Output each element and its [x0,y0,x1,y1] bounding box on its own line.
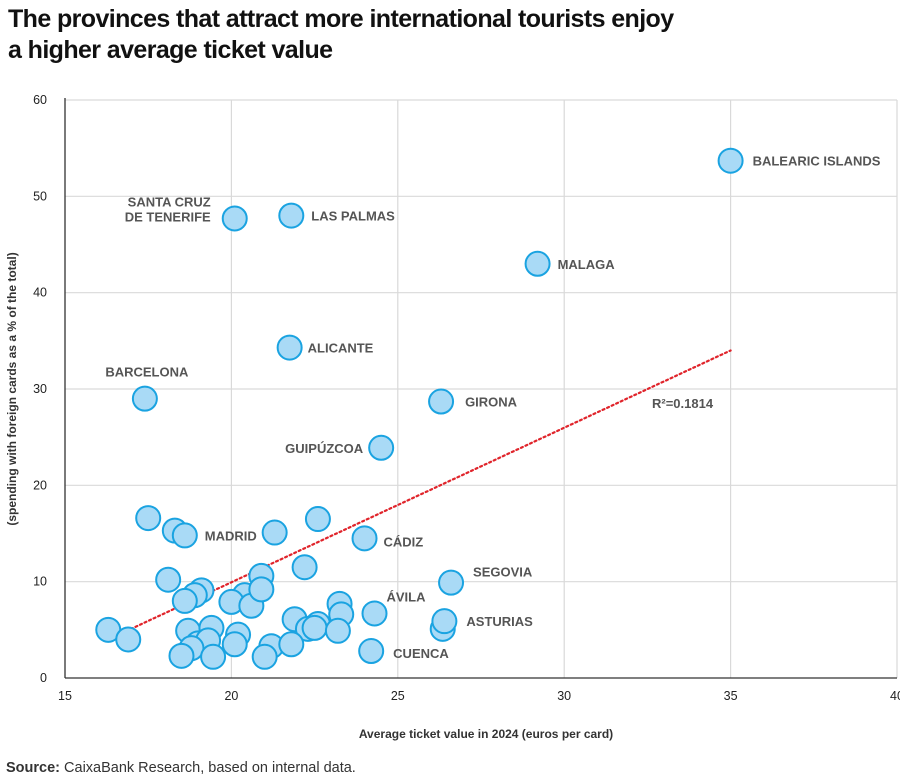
label-cuenca: CUENCA [393,646,449,661]
data-points [95,147,744,670]
r-squared-annotation: R²=0.1814 [652,396,714,411]
data-point [301,614,328,641]
x-tick-label: 35 [724,689,738,703]
tick-labels: 15 20 25 30 35 40 0 10 20 30 40 50 60 [33,93,900,703]
data-point [304,506,331,533]
scatter-chart: 15 20 25 30 35 40 0 10 20 30 40 50 60 R²=0.1814 BALE… [5,93,900,741]
data-point-alicante [276,334,303,361]
source-text: CaixaBank Research, based on internal da… [60,760,356,776]
data-point-guipúzcoa [368,434,395,461]
data-point [291,554,318,581]
y-tick-label: 0 [40,671,47,685]
label-line: DE TENERIFE [125,209,211,224]
y-tick-label: 40 [33,286,47,300]
y-tick-label: 10 [33,575,47,589]
data-point-malaga [524,250,551,277]
data-point [200,643,227,670]
label-line: SANTA CRUZ [128,194,211,209]
label-barcelona: BARCELONA [105,365,189,380]
source-note: Source: CaixaBank Research, based on int… [6,760,356,776]
data-point [248,576,275,603]
x-axis-label: Average ticket value in 2024 (euros per … [359,727,613,741]
data-point-balearic-islands [717,147,744,174]
label-las-palmas: LAS PALMAS [311,209,395,224]
label-girona: GIRONA [465,395,518,410]
source-label: Source: [6,760,60,776]
chart-title-line-1: The provinces that attract more internat… [8,5,674,33]
data-point [115,626,142,653]
label-madrid: MADRID [205,528,257,543]
y-axis-label: (spending with foreign cards as a % of t… [5,252,19,525]
label-ávila: ÁVILA [387,589,427,604]
x-tick-label: 40 [890,689,900,703]
data-point [135,505,162,532]
data-point-cádiz [351,525,378,552]
label-alicante: ALICANTE [308,341,374,356]
data-point-asturias [431,608,458,635]
data-point [168,642,195,669]
label-guipúzcoa: GUIPÚZCOA [285,441,364,456]
point-labels: BALEARIC ISLANDS SANTA CRUZ DE TENERIFE LAS… [105,154,880,661]
data-point-madrid [171,522,198,549]
data-point [261,519,288,546]
y-tick-label: 60 [33,93,47,107]
x-tick-label: 20 [224,689,238,703]
label-santa-cruz-de-tenerife: SANTA CRUZ DE TENERIFE [125,194,211,224]
label-asturias: ASTURIAS [466,614,533,629]
data-point-cuenca [358,638,385,665]
data-point-segovia [438,569,465,596]
label-malaga: MALAGA [558,257,616,272]
y-tick-label: 30 [33,382,47,396]
chart-title: The provinces that attract more internat… [8,4,888,66]
data-point [221,631,248,658]
data-point-santa-cruz-de-tenerife [221,205,248,232]
label-balearic-islands: BALEARIC ISLANDS [753,154,881,169]
x-tick-label: 30 [557,689,571,703]
data-point-barcelona [131,385,158,412]
y-tick-label: 20 [33,478,47,492]
chart-title-line-2: a higher average ticket value [8,36,333,64]
data-point [155,566,182,593]
data-point [324,617,351,644]
x-tick-label: 15 [58,689,72,703]
y-tick-label: 50 [33,189,47,203]
data-point-ávila [361,600,388,627]
data-point [171,587,198,614]
axes [64,98,897,679]
label-cádiz: CÁDIZ [384,534,424,549]
data-point-las-palmas [278,202,305,229]
data-point-girona [428,388,455,415]
x-tick-label: 25 [391,689,405,703]
label-segovia: SEGOVIA [473,565,533,580]
data-point [278,631,305,658]
data-point [251,643,278,670]
